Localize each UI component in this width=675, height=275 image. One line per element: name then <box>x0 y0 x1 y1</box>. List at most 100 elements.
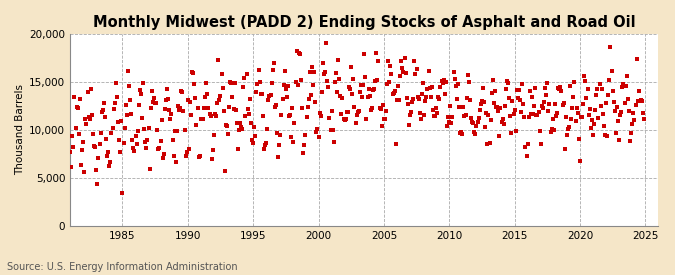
Point <box>298 151 308 156</box>
Point <box>163 97 173 101</box>
Point <box>97 108 108 112</box>
Point <box>524 89 535 94</box>
Point <box>416 117 427 121</box>
Point <box>239 76 250 80</box>
Point <box>557 103 568 107</box>
Point <box>616 109 626 114</box>
Point <box>547 117 558 122</box>
Point <box>125 98 136 102</box>
Point <box>324 116 335 120</box>
Point <box>397 66 408 70</box>
Point <box>184 147 194 152</box>
Point <box>546 127 557 131</box>
Point <box>167 137 178 142</box>
Point <box>634 99 645 103</box>
Point <box>377 124 387 128</box>
Point <box>441 124 452 128</box>
Point <box>368 88 379 93</box>
Point <box>237 127 248 131</box>
Point <box>604 78 615 82</box>
Point <box>78 139 88 144</box>
Point <box>530 86 541 90</box>
Point <box>362 95 373 99</box>
Point <box>67 134 78 138</box>
Point <box>275 133 286 137</box>
Point <box>205 113 216 118</box>
Point <box>617 85 628 89</box>
Point <box>430 114 441 118</box>
Point <box>337 96 348 100</box>
Point <box>186 112 196 117</box>
Point <box>622 97 633 101</box>
Point <box>551 111 562 116</box>
Point <box>159 152 169 156</box>
Point <box>532 113 543 117</box>
Point <box>217 86 228 90</box>
Point <box>626 131 637 135</box>
Point <box>83 115 94 120</box>
Point <box>478 86 489 90</box>
Point <box>154 145 165 150</box>
Point <box>221 124 232 128</box>
Point <box>579 74 590 79</box>
Point <box>164 108 175 112</box>
Point <box>88 144 99 148</box>
Point <box>408 97 418 101</box>
Point <box>171 160 182 164</box>
Point <box>624 109 634 113</box>
Point <box>377 103 388 107</box>
Point <box>580 78 591 83</box>
Point <box>159 106 170 111</box>
Point <box>91 168 102 172</box>
Point <box>264 94 275 98</box>
Point <box>299 143 310 147</box>
Point <box>505 114 516 119</box>
Point <box>213 58 223 62</box>
Point <box>109 100 120 105</box>
Point <box>551 114 562 119</box>
Point <box>446 120 457 125</box>
Point <box>483 112 494 117</box>
Y-axis label: Thousand Barrels: Thousand Barrels <box>15 84 25 175</box>
Point <box>308 83 319 87</box>
Point <box>588 133 599 138</box>
Point <box>317 90 327 95</box>
Point <box>381 108 392 113</box>
Point <box>517 82 528 86</box>
Point <box>473 116 484 120</box>
Point <box>127 138 138 142</box>
Point <box>107 125 118 130</box>
Point <box>612 104 622 109</box>
Point <box>540 86 551 90</box>
Point <box>214 98 225 102</box>
Point <box>274 143 285 147</box>
Point <box>320 70 331 74</box>
Point <box>638 111 649 115</box>
Point <box>387 92 398 96</box>
Point <box>535 129 545 133</box>
Point <box>431 105 441 110</box>
Point <box>603 93 614 98</box>
Point <box>432 110 443 115</box>
Point <box>262 126 273 131</box>
Point <box>115 150 126 155</box>
Point <box>404 113 415 117</box>
Point <box>227 94 238 99</box>
Point <box>219 169 230 173</box>
Point <box>326 109 337 113</box>
Point <box>119 126 130 131</box>
Point <box>535 142 546 146</box>
Point <box>342 109 353 114</box>
Point <box>518 102 529 106</box>
Point <box>279 69 290 74</box>
Point <box>418 81 429 85</box>
Point <box>221 123 232 128</box>
Point <box>283 84 294 88</box>
Point <box>572 110 583 115</box>
Point <box>496 120 507 124</box>
Point <box>619 101 630 106</box>
Point <box>294 51 305 56</box>
Point <box>138 81 148 86</box>
Point <box>93 156 104 160</box>
Point <box>259 147 269 151</box>
